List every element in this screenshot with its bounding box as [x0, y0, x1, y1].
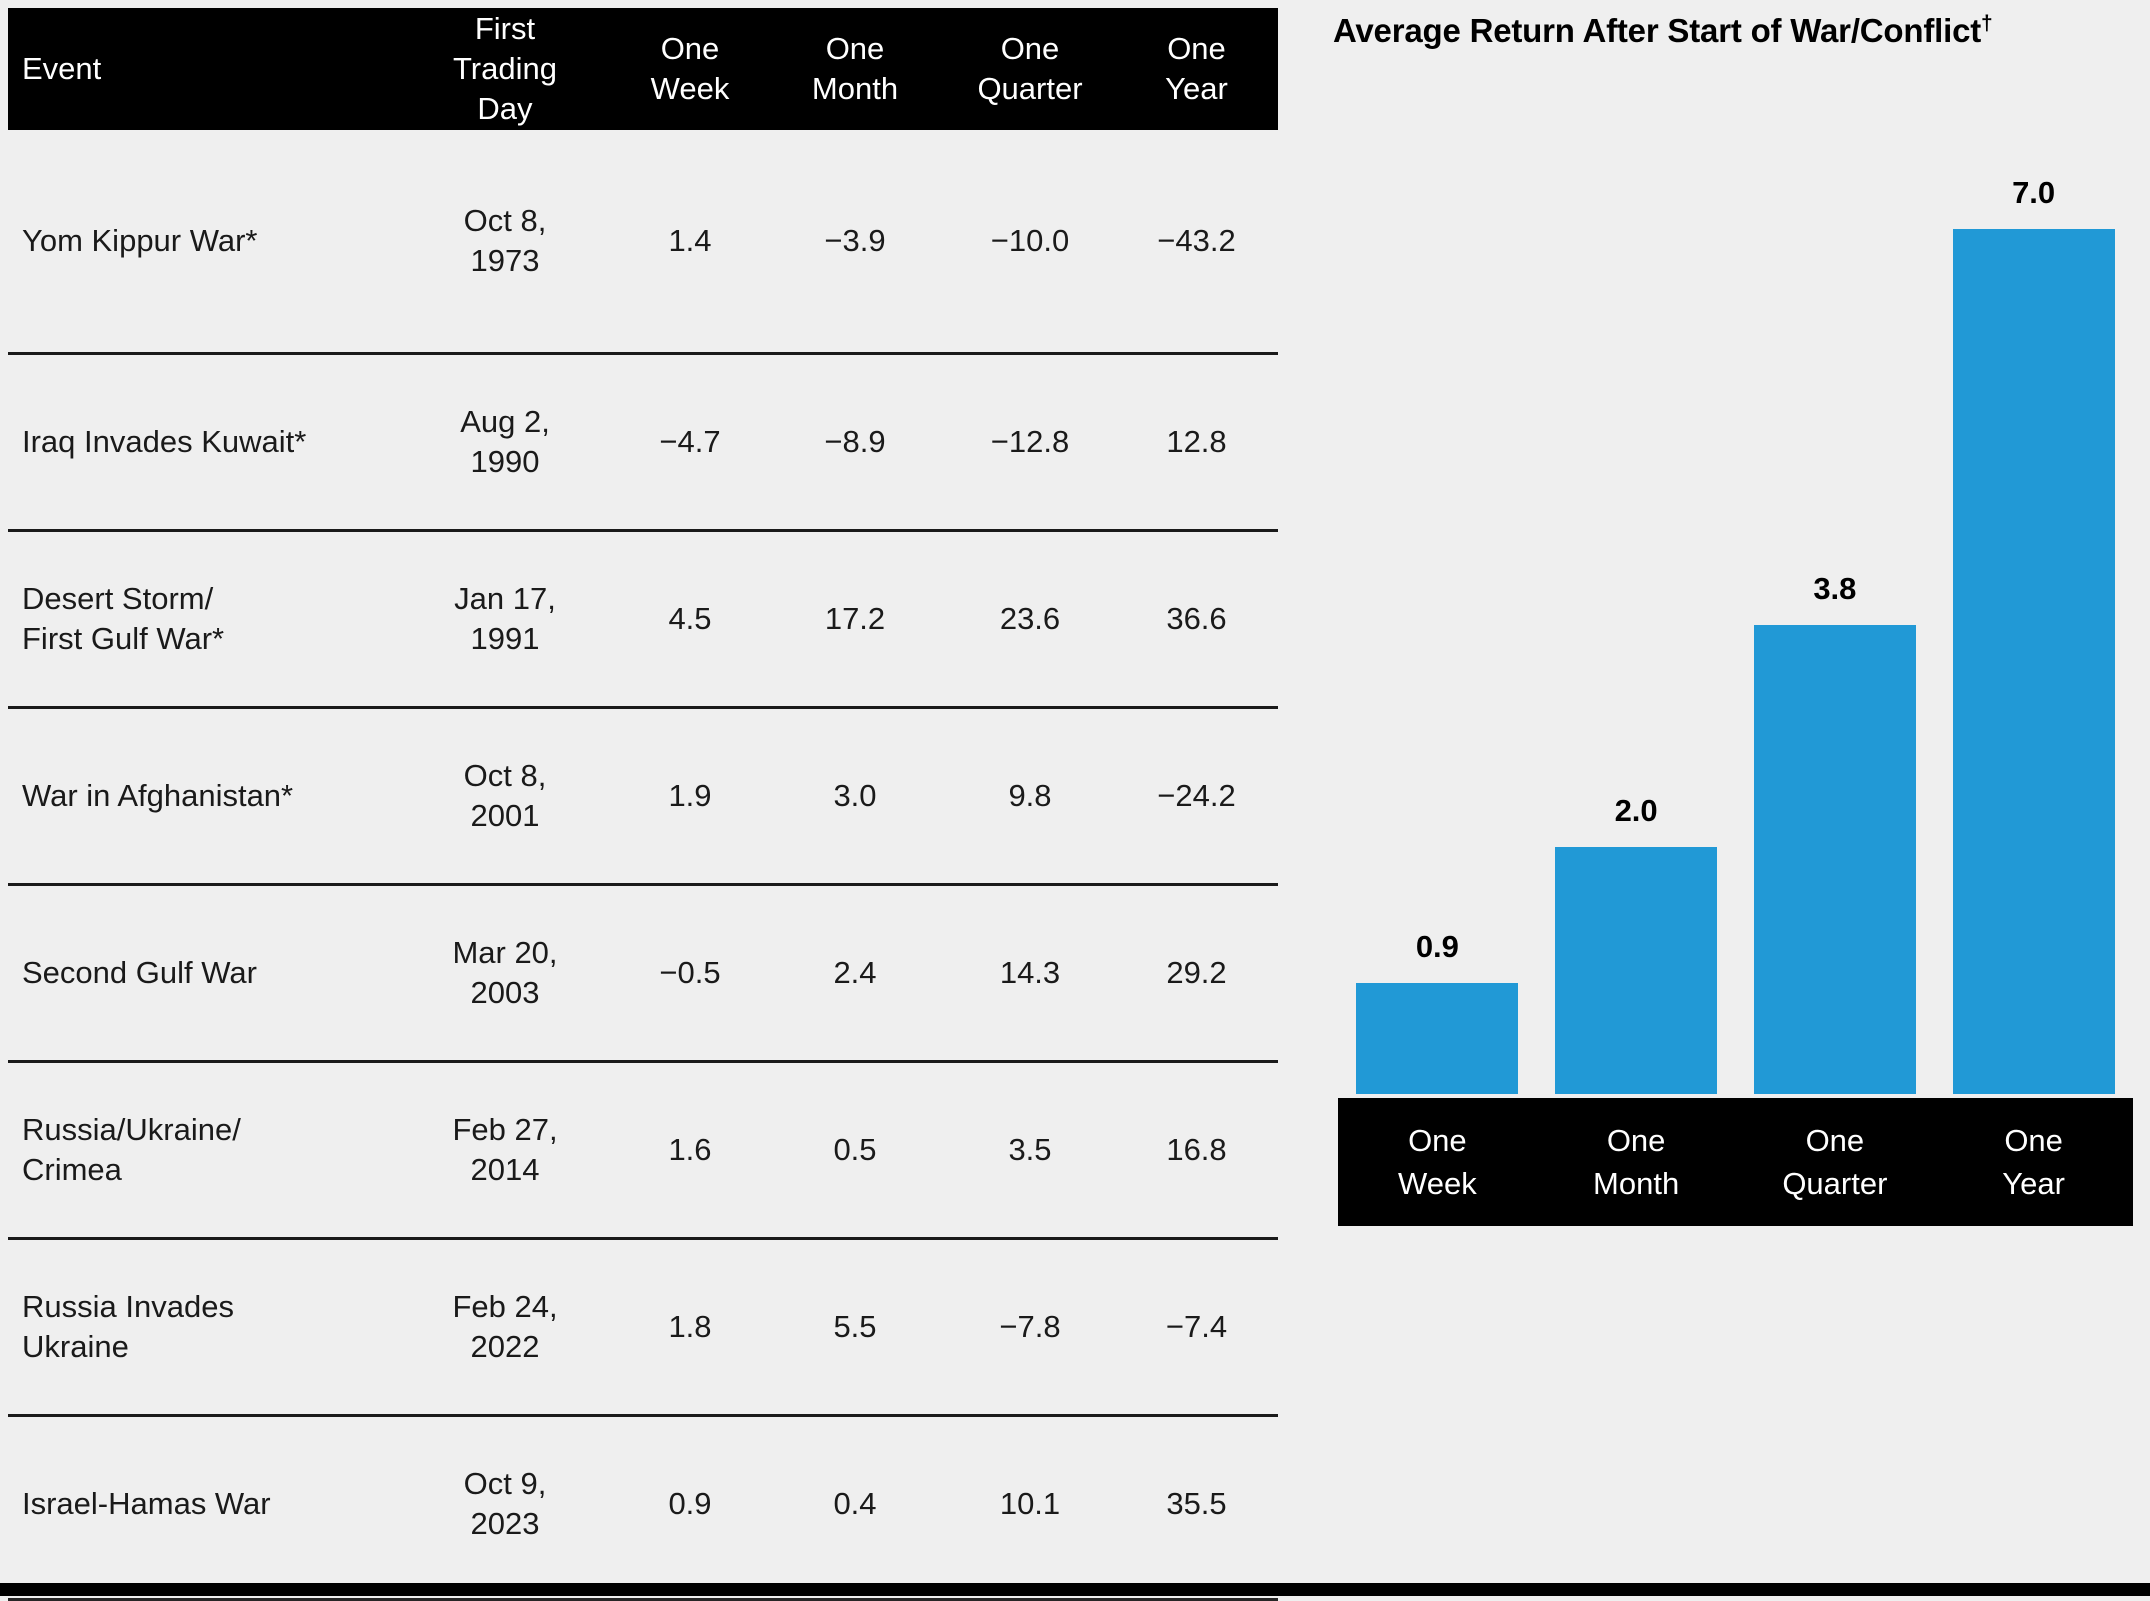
x-axis-tick-label: One Quarter: [1782, 1122, 1888, 1201]
chart-title-dagger: †: [1981, 12, 1993, 35]
one-year-cell: 16.8: [1166, 1131, 1227, 1167]
bottom-rule-bar: [0, 1583, 2150, 1596]
trading-day-cell: Aug 2, 1990: [460, 403, 550, 479]
bar-value-label: 3.8: [1813, 571, 1857, 606]
bar: [1555, 847, 1718, 1094]
returns-table: Event First Trading Day One Week One Mon…: [8, 8, 1278, 1601]
one-quarter-cell: 9.8: [1008, 777, 1052, 813]
one-year-cell: −7.4: [1165, 1308, 1228, 1344]
one-quarter-cell: 14.3: [999, 954, 1061, 990]
event-cell: Israel-Hamas War: [22, 1485, 271, 1521]
x-axis-tick-label: One Month: [1593, 1122, 1680, 1201]
event-cell: Second Gulf War: [22, 954, 257, 990]
one-quarter-cell: 3.5: [1008, 1131, 1052, 1167]
table-row: Iraq Invades Kuwait* Aug 2, 1990 −4.7 −8…: [8, 352, 1278, 529]
header-cell-trading-day: First Trading Day: [453, 11, 557, 126]
event-cell: War in Afghanistan*: [22, 777, 294, 813]
one-year-cell: −24.2: [1157, 777, 1236, 813]
one-quarter-cell: −7.8: [999, 1308, 1061, 1344]
trading-day-cell: Jan 17, 1991: [454, 580, 556, 656]
chart-axis-band: One Week One Month One Quarter One Year: [1338, 1098, 2133, 1226]
one-month-cell: 3.0: [833, 777, 877, 813]
one-quarter-cell: 10.1: [999, 1485, 1061, 1521]
one-year-cell: 36.6: [1166, 600, 1227, 636]
one-quarter-cell: −12.8: [990, 423, 1070, 459]
one-month-cell: 0.4: [833, 1485, 877, 1521]
event-cell: Iraq Invades Kuwait*: [22, 423, 307, 459]
one-week-cell: 1.6: [668, 1131, 712, 1167]
bar: [1356, 983, 1519, 1094]
one-year-cell: 12.8: [1166, 423, 1227, 459]
table-row: Russia Invades Ukraine Feb 24, 2022 1.8 …: [8, 1237, 1278, 1414]
trading-day-cell: Mar 20, 2003: [452, 934, 558, 1010]
bar-value-label: 2.0: [1614, 793, 1658, 828]
one-year-cell: −43.2: [1157, 222, 1236, 258]
one-week-cell: 1.9: [668, 777, 712, 813]
trading-day-cell: Feb 24, 2022: [452, 1288, 558, 1364]
event-cell: Russia/Ukraine/ Crimea: [22, 1111, 241, 1187]
one-week-cell: −0.5: [659, 954, 721, 990]
header-cell-event: Event: [22, 51, 102, 87]
trading-day-cell: Feb 27, 2014: [452, 1111, 558, 1187]
table-header-row: Event First Trading Day One Week One Mon…: [8, 8, 1278, 130]
one-month-cell: −8.9: [824, 423, 886, 459]
x-axis-tick-label: One Week: [1398, 1122, 1477, 1201]
table-row: Yom Kippur War* Oct 8, 1973 1.4 −3.9 −10…: [8, 130, 1278, 352]
x-axis-tick-label: One Year: [2002, 1122, 2065, 1201]
bar-value-label: 0.9: [1415, 929, 1459, 964]
one-week-cell: 0.9: [668, 1485, 712, 1521]
table-row: War in Afghanistan* Oct 8, 2001 1.9 3.0 …: [8, 706, 1278, 883]
event-cell: Yom Kippur War*: [22, 222, 258, 258]
one-month-cell: 5.5: [833, 1308, 877, 1344]
header-cell-one-year: One Year: [1165, 31, 1228, 106]
one-week-cell: 1.4: [668, 222, 712, 258]
chart-title: Average Return After Start of War/Confli…: [1333, 12, 1993, 50]
one-month-cell: 17.2: [824, 600, 886, 636]
event-cell: Desert Storm/ First Gulf War*: [22, 580, 225, 656]
bar-slot: 0.9: [1338, 0, 1537, 1094]
header-cell-one-month: One Month: [811, 31, 899, 106]
one-year-cell: 35.5: [1166, 1485, 1227, 1521]
bar-slot: 3.8: [1736, 0, 1935, 1094]
chart-title-text: Average Return After Start of War/Confli…: [1333, 12, 1982, 49]
trading-day-cell: Oct 9, 2023: [463, 1465, 547, 1541]
bar: [1753, 625, 1916, 1094]
table-body: Yom Kippur War* Oct 8, 1973 1.4 −3.9 −10…: [8, 130, 1278, 1591]
chart-plot: 0.9 2.0 3.8 7.0: [1338, 0, 2133, 1094]
header-cell-one-week: One Week: [650, 31, 730, 106]
bar: [1952, 229, 2115, 1094]
table-row: Desert Storm/ First Gulf War* Jan 17, 19…: [8, 529, 1278, 706]
one-week-cell: −4.7: [659, 423, 721, 459]
one-month-cell: 0.5: [833, 1131, 877, 1167]
bar-slot: 7.0: [1934, 0, 2133, 1094]
table-row: Russia/Ukraine/ Crimea Feb 27, 2014 1.6 …: [8, 1060, 1278, 1237]
event-cell: Russia Invades Ukraine: [22, 1288, 234, 1364]
trading-day-cell: Oct 8, 2001: [463, 757, 547, 833]
table-row: Second Gulf War Mar 20, 2003 −0.5 2.4 14…: [8, 883, 1278, 1060]
one-month-cell: −3.9: [824, 222, 886, 258]
bar-slot: 2.0: [1537, 0, 1736, 1094]
one-week-cell: 1.8: [668, 1308, 712, 1344]
header-cell-one-quarter: One Quarter: [977, 31, 1083, 106]
one-year-cell: 29.2: [1166, 954, 1227, 990]
one-month-cell: 2.4: [833, 954, 877, 990]
one-week-cell: 4.5: [668, 600, 712, 636]
one-quarter-cell: −10.0: [990, 222, 1070, 258]
trading-day-cell: Oct 8, 1973: [463, 202, 547, 278]
one-quarter-cell: 23.6: [999, 600, 1061, 636]
table-row: Israel-Hamas War Oct 9, 2023 0.9 0.4 10.…: [8, 1414, 1278, 1591]
bar-value-label: 7.0: [2012, 175, 2056, 210]
